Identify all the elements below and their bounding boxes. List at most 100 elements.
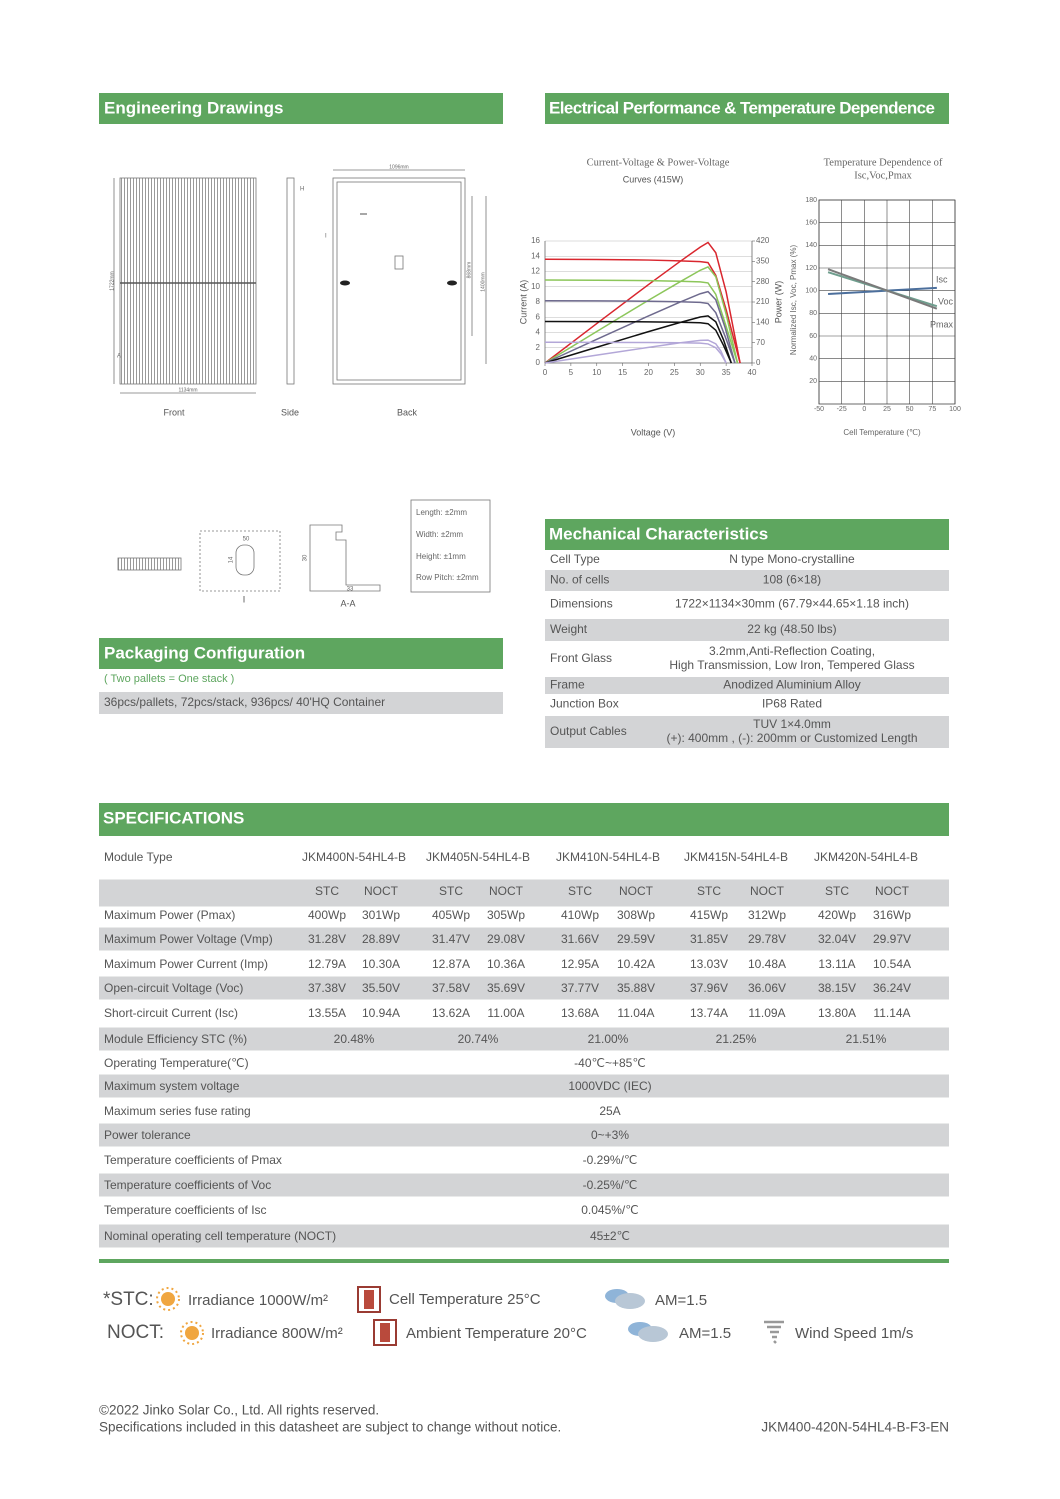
iv-curve xyxy=(544,341,727,364)
iv-curve xyxy=(544,258,741,364)
row-value: -40℃~+85℃ xyxy=(574,1056,646,1070)
model-name: JKM400N-54HL4-B xyxy=(302,850,406,864)
y-tick-label: 140 xyxy=(805,242,817,249)
pv-curve xyxy=(544,290,736,364)
y-tick-label: 0 xyxy=(536,358,541,367)
row-value: 10.30A xyxy=(362,957,400,971)
engineering-drawing xyxy=(113,169,491,593)
row-value: 29.97V xyxy=(873,932,911,946)
row-value: 1722×1134×30mm (67.79×44.65×1.18 inch) xyxy=(675,597,909,611)
row-value: 405Wp xyxy=(432,908,470,922)
row-label: Module Type xyxy=(104,850,173,864)
y-tick-label: 80 xyxy=(809,310,817,317)
row-label: Nominal operating cell temperature (NOCT… xyxy=(104,1229,336,1243)
row-label: Maximum system voltage xyxy=(104,1079,240,1093)
view-label: Side xyxy=(281,407,299,417)
row-background xyxy=(99,976,949,1000)
row-value: 10.36A xyxy=(487,957,525,971)
section-dimension: 50 xyxy=(243,537,250,543)
chart-title: Temperature Dependence of xyxy=(824,157,943,168)
row-value: 12.87A xyxy=(432,957,470,971)
y-tick-label: 2 xyxy=(536,343,541,352)
y2-tick-label: 280 xyxy=(756,277,770,286)
y-tick-label: 120 xyxy=(805,265,817,272)
condition-header: NOCT xyxy=(489,884,524,898)
y2-tick-label: 70 xyxy=(756,338,765,347)
row-label: Temperature coefficients of Pmax xyxy=(104,1153,282,1167)
section-title: Mechanical Characteristics xyxy=(549,524,768,543)
row-background xyxy=(99,1173,949,1197)
row-value: 29.78V xyxy=(748,932,786,946)
row-label: Cell Type xyxy=(550,552,600,566)
x-tick-label: 40 xyxy=(748,368,757,377)
row-value: 37.38V xyxy=(308,981,346,995)
row-value: 13.80A xyxy=(818,1006,856,1020)
row-label: Frame xyxy=(550,678,585,692)
row-value: 13.68A xyxy=(561,1006,599,1020)
row-label: Maximum Power (Pmax) xyxy=(104,908,235,922)
x-tick-label: 100 xyxy=(949,406,961,413)
x-tick-label: 25 xyxy=(670,368,679,377)
row-label: Module Efficiency STC (%) xyxy=(104,1032,247,1046)
row-value: -0.25%/℃ xyxy=(583,1178,638,1192)
row-value: 38.15V xyxy=(818,981,856,995)
row-label: Temperature coefficients of Isc xyxy=(104,1203,267,1217)
section-title: Electrical Performance & Temperature Dep… xyxy=(549,98,934,117)
y-tick-label: 20 xyxy=(809,378,817,385)
row-value: 11.04A xyxy=(617,1006,654,1020)
row-value: 20.74% xyxy=(458,1032,499,1046)
x-tick-label: 10 xyxy=(592,368,601,377)
y-tick-label: 6 xyxy=(536,312,541,321)
row-background xyxy=(99,1074,949,1098)
section-dimension: 14 xyxy=(229,556,235,563)
row-value: 312Wp xyxy=(748,908,786,922)
row-background xyxy=(545,570,949,591)
series-label: Voc xyxy=(938,296,954,306)
row-value: High Transmission, Low Iron, Tempered Gl… xyxy=(669,658,914,672)
row-label: Operating Temperature(℃) xyxy=(104,1056,249,1070)
row-value: 31.85V xyxy=(690,932,728,946)
model-name: JKM415N-54HL4-B xyxy=(684,850,788,864)
row-label: No. of cells xyxy=(550,573,609,587)
row-value: 12.95A xyxy=(561,957,599,971)
row-value: 28.89V xyxy=(362,932,400,946)
section-dimension: 33 xyxy=(347,587,354,593)
row-label: Dimensions xyxy=(550,597,613,611)
y2-tick-label: 0 xyxy=(756,358,761,367)
row-value: 13.62A xyxy=(432,1006,470,1020)
condition-header: STC xyxy=(825,884,849,898)
row-value: 108 (6×18) xyxy=(763,573,821,587)
row-value: 22 kg (48.50 lbs) xyxy=(747,622,836,636)
row-value: 410Wp xyxy=(561,908,599,922)
row-value: 316Wp xyxy=(873,908,911,922)
condition: AM=1.5 xyxy=(655,1292,707,1309)
row-value: 11.09A xyxy=(748,1006,785,1020)
row-value: 37.96V xyxy=(690,981,728,995)
row-label: Power tolerance xyxy=(104,1128,191,1142)
x-axis-label: Voltage (V) xyxy=(631,427,676,437)
row-value: 21.51% xyxy=(846,1032,887,1046)
row-background xyxy=(545,619,949,641)
section-title: Engineering Drawings xyxy=(104,98,283,117)
condition: Ambient Temperature 20°C xyxy=(406,1325,587,1342)
row-label: Short-circuit Current (Isc) xyxy=(104,1006,238,1020)
row-value: 1000VDC (IEC) xyxy=(568,1079,651,1093)
row-value: 36.24V xyxy=(873,981,911,995)
document-code: JKM400-420N-54HL4-B-F3-EN xyxy=(761,1420,949,1435)
row-value: 35.69V xyxy=(487,981,525,995)
copyright: Specifications included in this datashee… xyxy=(99,1420,561,1435)
row-value: 11.14A xyxy=(873,1006,910,1020)
row-value: 37.58V xyxy=(432,981,470,995)
row-label: Maximum Power Voltage (Vmp) xyxy=(104,932,273,946)
y-tick-label: 14 xyxy=(531,251,540,260)
dimension-label: 1722mm xyxy=(109,271,115,290)
row-label: Maximum Power Current (Imp) xyxy=(104,957,268,971)
condition: AM=1.5 xyxy=(679,1325,731,1342)
y2-tick-label: 350 xyxy=(756,256,770,265)
row-value: 13.11A xyxy=(818,957,855,971)
series-label: Pmax xyxy=(930,319,954,329)
row-value: 31.66V xyxy=(561,932,599,946)
condition-header: NOCT xyxy=(364,884,399,898)
y2-tick-label: 140 xyxy=(756,317,770,326)
y-tick-label: 180 xyxy=(805,197,817,204)
